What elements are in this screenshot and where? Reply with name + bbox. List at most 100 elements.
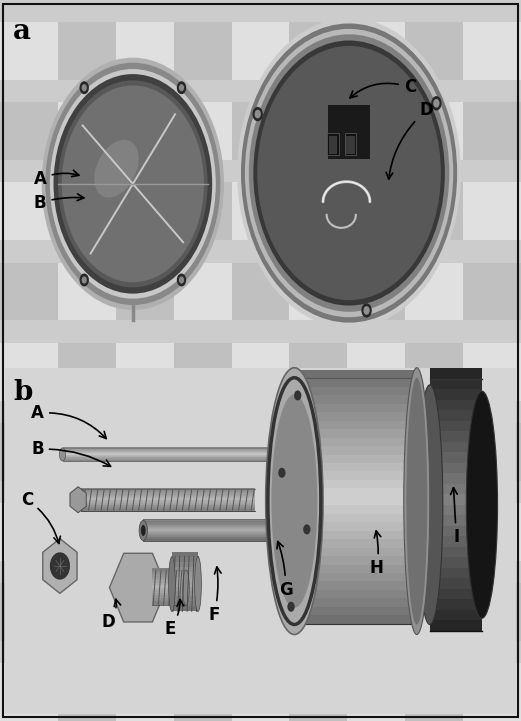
Bar	[231, 663, 290, 721]
Circle shape	[303, 524, 311, 534]
Bar	[172, 562, 198, 567]
Text: a: a	[13, 18, 31, 45]
Bar	[116, 503, 173, 561]
Bar	[430, 505, 482, 516]
Bar	[173, 663, 231, 721]
Bar	[81, 487, 255, 489]
Text: D: D	[102, 599, 121, 632]
Bar	[116, 342, 173, 401]
Bar	[294, 547, 417, 556]
Bar	[348, 503, 405, 561]
Circle shape	[82, 276, 87, 283]
Bar	[430, 578, 482, 589]
Bar	[294, 556, 417, 565]
Ellipse shape	[94, 140, 139, 198]
Bar	[430, 547, 482, 557]
Bar	[294, 420, 417, 429]
Bar	[430, 452, 482, 463]
Bar	[430, 389, 482, 399]
Bar	[0, 102, 58, 160]
Bar	[430, 567, 482, 578]
Bar	[348, 262, 405, 320]
Circle shape	[179, 276, 184, 283]
Bar	[231, 182, 290, 240]
Ellipse shape	[406, 378, 427, 624]
Bar	[58, 262, 116, 320]
Bar	[294, 497, 417, 505]
Bar	[345, 133, 356, 155]
Bar	[58, 342, 116, 401]
Bar	[81, 495, 255, 496]
Bar	[116, 663, 173, 721]
Bar	[430, 526, 482, 536]
Bar	[143, 519, 300, 521]
Text: E: E	[164, 599, 184, 639]
Bar	[172, 572, 198, 577]
Bar	[348, 663, 405, 721]
Bar	[143, 521, 300, 523]
Bar	[81, 497, 255, 498]
Text: C: C	[350, 79, 416, 98]
Bar	[81, 506, 255, 507]
Bar	[348, 102, 405, 160]
Bar	[405, 583, 463, 641]
Bar	[294, 429, 417, 438]
Text: F: F	[208, 567, 221, 624]
Circle shape	[253, 107, 263, 121]
Bar	[173, 583, 231, 641]
Circle shape	[177, 81, 186, 94]
Bar	[81, 489, 255, 490]
Bar	[0, 663, 58, 721]
Circle shape	[177, 273, 186, 286]
Bar	[152, 590, 186, 593]
Bar	[172, 601, 198, 606]
Bar	[173, 262, 231, 320]
Bar	[463, 583, 521, 641]
Bar	[294, 573, 417, 582]
Bar	[405, 102, 463, 160]
Bar	[294, 581, 417, 590]
Bar	[143, 536, 300, 537]
Bar	[152, 600, 186, 603]
Bar	[430, 515, 482, 526]
Circle shape	[362, 304, 372, 318]
Bar	[294, 539, 417, 548]
Bar	[172, 586, 198, 591]
Bar	[430, 463, 482, 473]
Bar	[81, 490, 255, 491]
Circle shape	[58, 81, 207, 288]
Bar	[172, 557, 198, 562]
Ellipse shape	[139, 521, 147, 541]
Bar	[172, 577, 198, 582]
Ellipse shape	[141, 525, 146, 536]
Bar	[290, 22, 348, 80]
Bar	[143, 537, 300, 539]
Bar	[294, 412, 417, 420]
Bar	[430, 557, 482, 568]
Text: B: B	[31, 441, 110, 466]
Bar	[81, 501, 255, 503]
Bar	[143, 528, 300, 530]
Bar	[143, 539, 300, 541]
Bar	[81, 508, 255, 510]
Bar	[294, 598, 417, 607]
Bar	[172, 567, 198, 572]
Bar	[152, 585, 186, 588]
Circle shape	[82, 84, 87, 92]
Text: C: C	[21, 491, 60, 544]
Bar	[58, 182, 116, 240]
Text: I: I	[451, 487, 460, 547]
Bar	[116, 22, 173, 80]
Bar	[152, 578, 186, 580]
Bar	[173, 22, 231, 80]
Bar	[116, 182, 173, 240]
Bar	[152, 593, 186, 595]
Circle shape	[54, 74, 212, 293]
Bar	[430, 484, 482, 494]
Bar	[81, 507, 255, 508]
Bar	[231, 583, 290, 641]
Bar	[290, 583, 348, 641]
Bar	[81, 499, 255, 500]
Bar	[58, 102, 116, 160]
Circle shape	[257, 46, 441, 300]
